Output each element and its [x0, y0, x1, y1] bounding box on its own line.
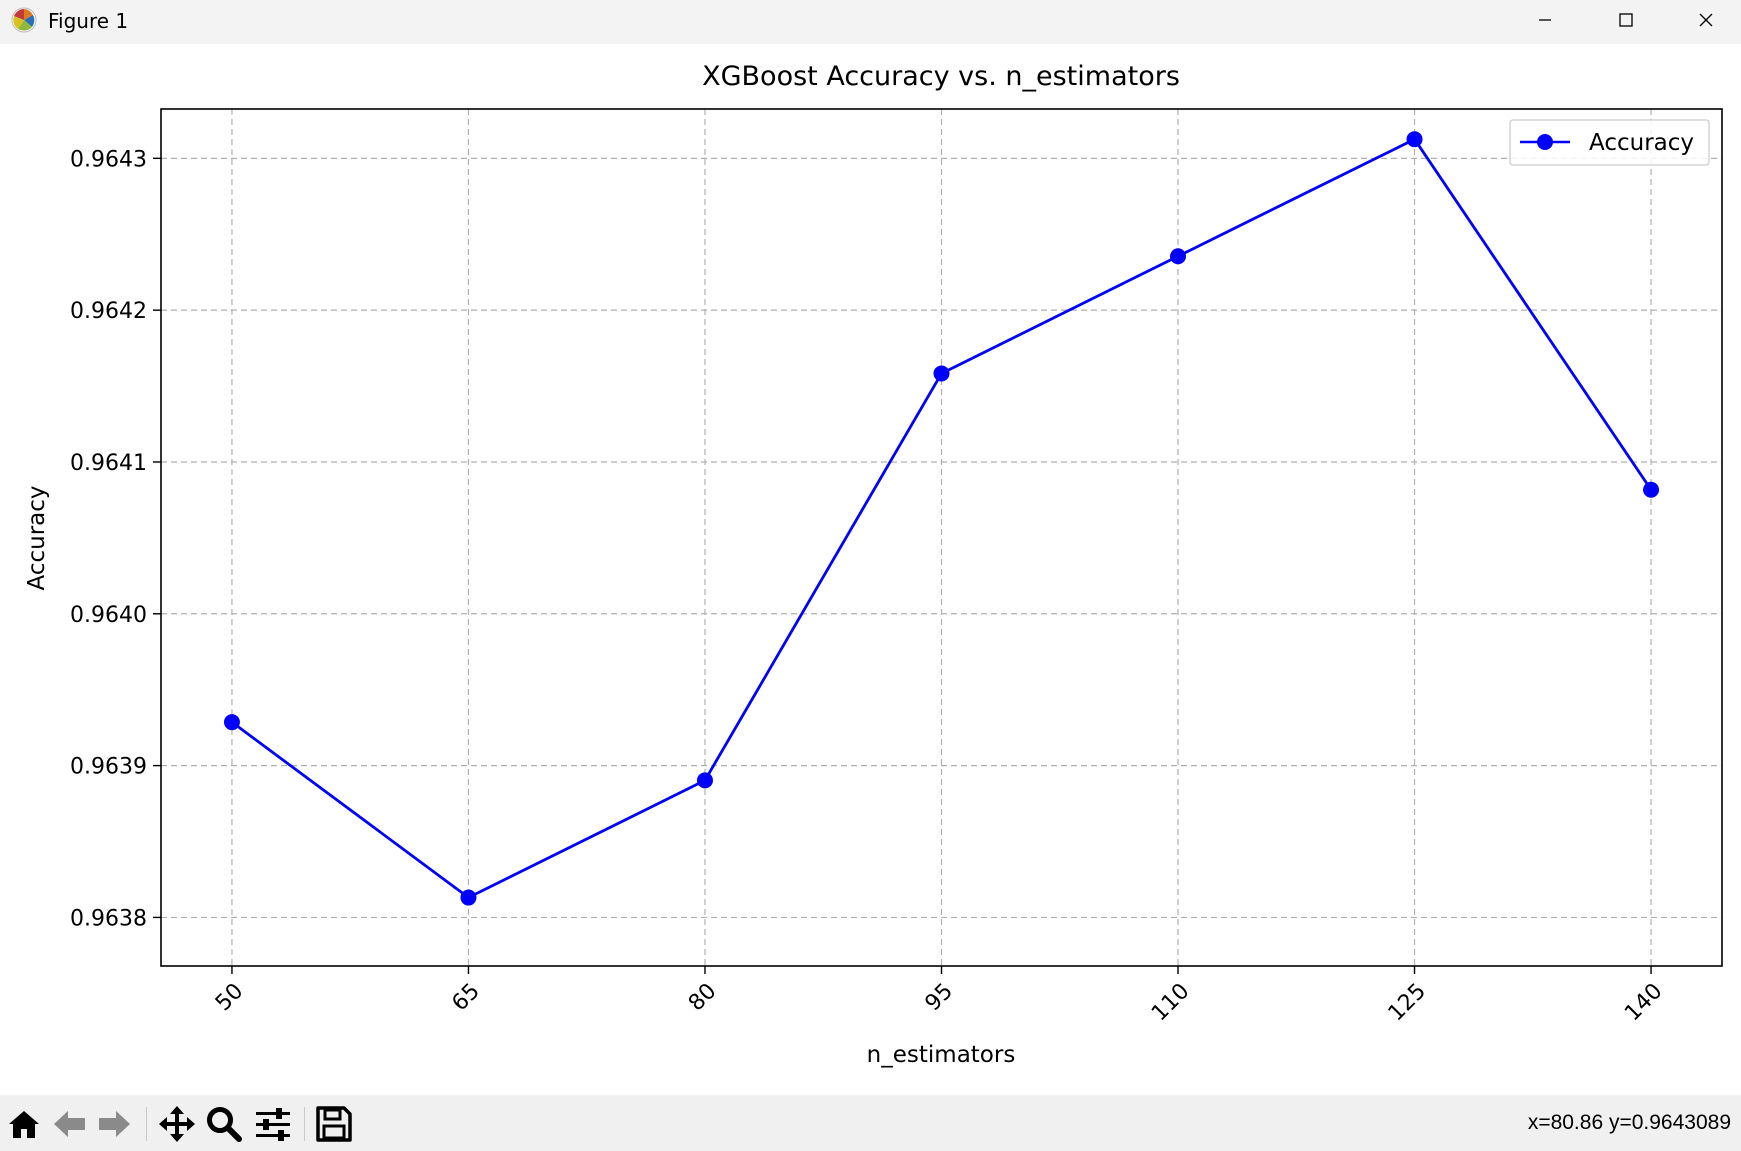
legend-label-accuracy: Accuracy: [1589, 130, 1694, 156]
forward-button[interactable]: [93, 1103, 135, 1145]
window-titlebar: Figure 1: [0, 0, 1741, 44]
data-point: [933, 365, 950, 382]
back-button[interactable]: [49, 1103, 91, 1145]
line-chart: 50 65 80 95 110 125 140 0.96380.96390.96400.96…: [24, 61, 1723, 1068]
x-tick-label: 65: [447, 979, 484, 1016]
window-title: Figure 1: [48, 9, 129, 33]
series-points: [223, 131, 1660, 906]
y-tick-label: 0.9639: [70, 755, 147, 780]
y-tick-label: 0.9643: [70, 147, 147, 172]
configure-subplots-button[interactable]: [252, 1103, 294, 1145]
data-point: [223, 714, 240, 731]
home-icon: [9, 1111, 39, 1138]
grid-lines: [161, 109, 1722, 966]
arrow-right-icon: [99, 1111, 130, 1137]
x-tick-label: 50: [211, 979, 248, 1016]
close-icon: [1699, 13, 1713, 27]
maximize-icon: [1619, 13, 1633, 27]
y-tick-label: 0.9640: [70, 603, 147, 628]
x-axis-label: n_estimators: [867, 1042, 1016, 1068]
x-tick-label: 125: [1384, 979, 1431, 1026]
navigation-toolbar: x=80.86 y=0.9643089: [0, 1095, 1741, 1151]
y-tick-label: 0.9641: [70, 451, 147, 476]
data-point: [1643, 481, 1660, 498]
magnifier-icon: [207, 1107, 242, 1142]
axes-frame: [160, 108, 1723, 967]
cursor-coordinates: x=80.86 y=0.9643089: [1527, 1111, 1731, 1134]
pan-button[interactable]: [156, 1103, 198, 1145]
figure-canvas[interactable]: 50 65 80 95 110 125 140 0.9638 0.9639 0.9640 0.96…: [0, 44, 1741, 1095]
y-axis-label: Accuracy: [24, 485, 50, 590]
legend-marker-accuracy: [1537, 134, 1553, 150]
y-tick-label: 0.9638: [70, 906, 147, 931]
save-button[interactable]: [313, 1103, 355, 1145]
close-button[interactable]: [1666, 0, 1741, 40]
move-icon: [159, 1106, 195, 1142]
minimize-button[interactable]: [1505, 0, 1585, 40]
matplotlib-logo-icon: [11, 7, 37, 33]
toolbar-separator: [304, 1107, 305, 1141]
data-point: [1406, 131, 1423, 148]
x-ticks: 50 65 80 95 110 125 140: [211, 966, 1668, 1026]
data-point: [1170, 248, 1187, 265]
sliders-icon: [256, 1108, 290, 1141]
y-ticks: 0.9638 0.9639 0.9640 0.9641 0.9642 0.9643: [70, 147, 161, 931]
y-tick-label: 0.9642: [70, 299, 147, 324]
minimize-icon: [1539, 19, 1551, 21]
data-point: [460, 889, 477, 906]
toolbar-separator: [146, 1107, 147, 1141]
x-tick-label: 110: [1147, 979, 1194, 1026]
home-button[interactable]: [3, 1103, 45, 1145]
x-tick-label: 95: [921, 979, 958, 1016]
maximize-button[interactable]: [1586, 0, 1666, 40]
arrow-left-icon: [54, 1111, 85, 1137]
chart-title: XGBoost Accuracy vs. n_estimators: [702, 61, 1180, 92]
zoom-button[interactable]: [203, 1103, 245, 1145]
x-tick-label: 80: [684, 979, 721, 1016]
x-tick-label: 140: [1620, 979, 1667, 1026]
data-point: [696, 772, 713, 789]
legend-box: [1509, 119, 1710, 166]
legend: Accuracy: [1509, 119, 1710, 166]
floppy-disk-icon: [316, 1106, 352, 1142]
